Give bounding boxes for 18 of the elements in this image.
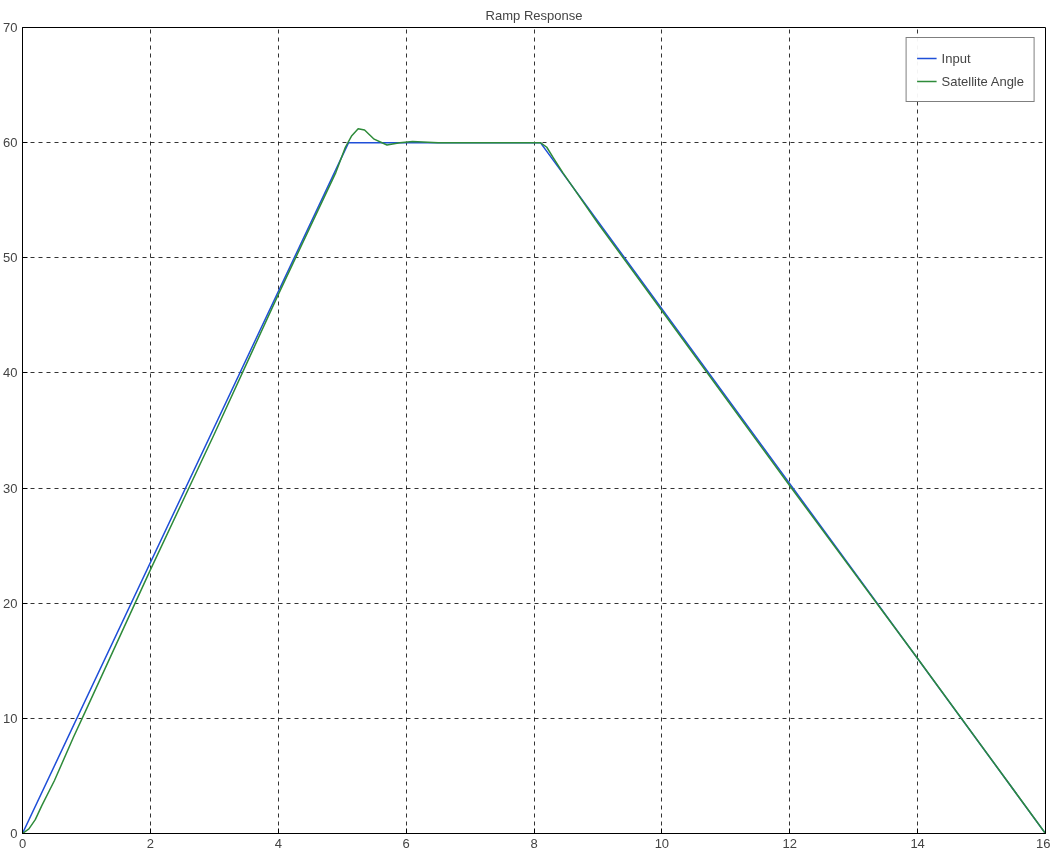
- x-tick-label: 8: [530, 835, 538, 851]
- x-tick-label: 14: [910, 835, 925, 851]
- y-tick-label: 30: [3, 480, 18, 496]
- y-tick-label: 10: [3, 710, 18, 726]
- y-tick-label: 20: [3, 595, 18, 611]
- x-tick-label: 10: [654, 835, 670, 851]
- chart-title: Ramp Response: [485, 7, 583, 23]
- x-tick-label: 4: [274, 835, 282, 851]
- y-tick-label: 70: [3, 20, 18, 35]
- x-tick-label: 6: [402, 835, 410, 851]
- x-tick-label: 12: [782, 835, 797, 851]
- y-tick-label: 50: [3, 250, 18, 266]
- legend-label: Input: [941, 50, 971, 66]
- x-tick-label: 16: [1036, 835, 1051, 851]
- y-tick-label: 60: [3, 135, 18, 151]
- x-tick-label: 2: [146, 835, 154, 851]
- legend-label: Satellite Angle: [941, 73, 1024, 89]
- y-tick-label: 40: [3, 365, 18, 381]
